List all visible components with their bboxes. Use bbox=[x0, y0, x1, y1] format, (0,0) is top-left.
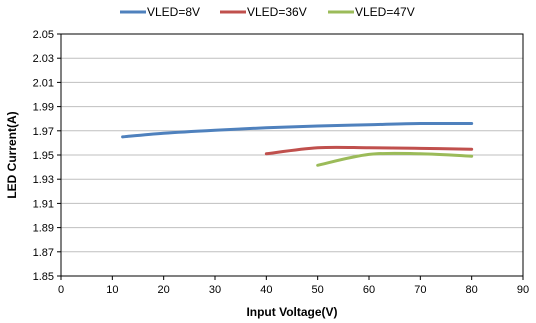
y-tick-label: 1.89 bbox=[33, 223, 54, 235]
gridlines bbox=[57, 33, 524, 280]
legend-label: VLED=8V bbox=[147, 5, 200, 19]
x-tick-label: 20 bbox=[158, 284, 170, 296]
y-tick-label: 1.95 bbox=[33, 150, 54, 162]
x-tick-label: 0 bbox=[58, 284, 64, 296]
y-tick-label: 1.93 bbox=[33, 174, 54, 186]
y-tick-label: 1.97 bbox=[33, 126, 54, 138]
series-line-vled-47v bbox=[316, 151, 474, 167]
x-tick-label: 60 bbox=[363, 284, 375, 296]
y-tick-label: 1.87 bbox=[33, 247, 54, 259]
y-axis-title: LED Current(A) bbox=[5, 111, 19, 198]
x-tick-label: 30 bbox=[209, 284, 221, 296]
y-tick-label: 2.03 bbox=[33, 53, 54, 65]
x-tick-label: 70 bbox=[414, 284, 426, 296]
series-line-vled-36v bbox=[264, 145, 474, 156]
y-tick-label: 2.01 bbox=[33, 77, 54, 89]
y-tick-label: 1.99 bbox=[33, 102, 54, 114]
series-line-vled-8v bbox=[121, 121, 474, 139]
series-lines bbox=[121, 121, 474, 167]
axes bbox=[60, 33, 524, 277]
legend-label: VLED=36V bbox=[247, 5, 307, 19]
y-tick-label: 1.91 bbox=[33, 198, 54, 210]
legend-label: VLED=47V bbox=[355, 5, 415, 19]
y-tick-label: 1.85 bbox=[33, 271, 54, 283]
legend: VLED=8V VLED=36V VLED=47V bbox=[120, 5, 415, 19]
y-tick-label: 2.05 bbox=[33, 29, 54, 41]
x-axis-title: Input Voltage(V) bbox=[246, 305, 337, 319]
x-tick-label: 50 bbox=[312, 284, 324, 296]
tick-labels: 1.85 1.87 1.89 1.91 1.93 1.95 1.97 1.99 2.01 2.03… bbox=[33, 29, 530, 296]
plot-area-border bbox=[60, 33, 524, 277]
x-tick-label: 80 bbox=[466, 284, 478, 296]
x-tick-label: 90 bbox=[517, 284, 529, 296]
x-tick-label: 10 bbox=[106, 284, 118, 296]
x-tick-label: 40 bbox=[260, 284, 272, 296]
